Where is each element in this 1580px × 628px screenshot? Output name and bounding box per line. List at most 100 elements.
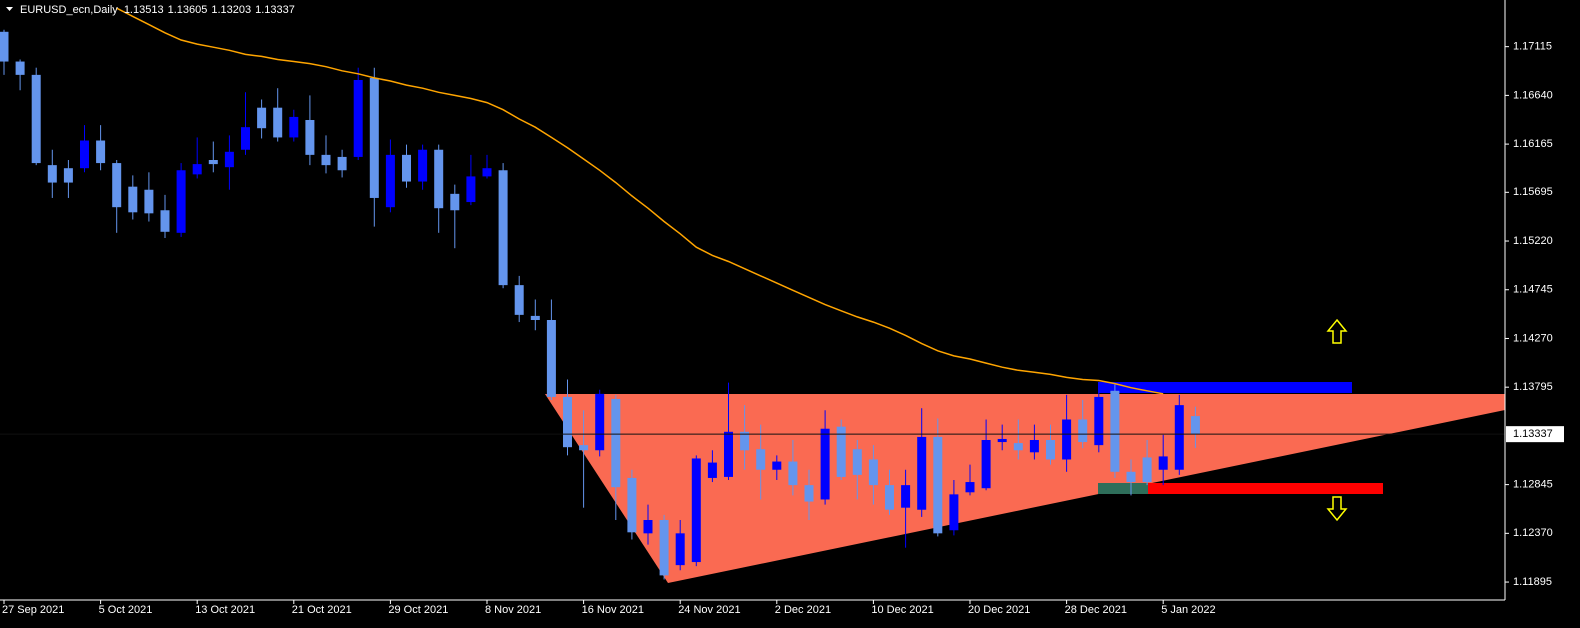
y-tick-label: 1.16165 [1513,138,1553,150]
x-tick-label: 5 Jan 2022 [1161,604,1215,616]
candle-body [1190,416,1200,435]
candle-body [241,127,250,150]
candle-body [418,149,428,182]
plot [0,7,1505,580]
candle-body [949,494,959,531]
candle-body [707,462,717,478]
x-tick-label: 21 Oct 2021 [292,604,352,616]
y-tick-label: 1.11895 [1513,576,1552,588]
candle-body [80,140,89,169]
triangle-pattern [545,394,1505,583]
candle-body [208,160,218,165]
candle-body [836,426,846,477]
y-tick-label: 1.15695 [1513,186,1553,198]
candle-body [868,459,878,486]
resistance-zone [1098,382,1352,393]
candle-body [1174,405,1184,470]
candle-body [224,151,234,168]
candle-body [514,285,524,315]
candle-body [434,149,444,209]
candle-body [997,438,1007,443]
header: EURUSD_ecn,Daily 1.13513 1.13605 1.13203 1.1… [20,4,295,16]
y-tick-label: 1.17115 [1513,41,1552,53]
candle-body [112,163,122,208]
candle-body [498,170,508,286]
candle-body [852,449,862,475]
candle-body [369,77,379,198]
x-tick-label: 29 Oct 2021 [388,604,448,616]
candle-body [176,170,186,233]
candle-body [740,431,750,451]
candle-body [530,315,540,320]
candle-body [756,449,766,470]
candle-body [482,168,492,177]
candle-body [402,154,411,182]
candle-body [321,154,331,166]
candle-body [450,193,460,211]
arrow-up [1326,318,1348,344]
symbol: EURUSD_ecn,Daily [20,4,118,16]
x-tick-label: 8 Nov 2021 [485,604,541,616]
close-value: 1.13337 [255,4,295,16]
y-tick-label: 1.12845 [1513,479,1553,491]
candle-body [192,164,202,175]
candle-body [257,107,267,129]
y-tick-label: 1.14745 [1513,284,1553,296]
menu-triangle[interactable] [6,7,13,11]
support-zone-overlap [1098,483,1148,494]
candle-body [1029,440,1039,453]
candle-body [643,520,653,534]
candle-body [273,107,283,138]
drawn-objects [545,318,1505,583]
candle-body [917,436,927,510]
candle-body [563,396,572,448]
candle-body [885,485,894,510]
candle-body [128,186,138,213]
x-tick-label: 20 Dec 2021 [968,604,1030,616]
candle-body [47,165,57,183]
candle-body [965,482,975,493]
candle-body [96,140,106,164]
x-tick-label: 27 Sep 2021 [2,604,64,616]
candle-body [788,461,798,486]
y-tick-label: 1.16640 [1513,89,1553,101]
candle-body [691,458,701,563]
x-tick-label: 2 Dec 2021 [775,604,831,616]
candle-body [1110,390,1120,472]
arrow-down [1326,496,1348,522]
candle-body [1126,471,1136,483]
candle-body [1158,456,1168,470]
y-tick-label: 1.15220 [1513,235,1553,247]
candle-body [579,445,589,451]
candle-body [31,74,41,164]
high-value: 1.13605 [168,4,208,16]
x-tick-label: 24 Nov 2021 [678,604,740,616]
candle-body [981,440,991,489]
x-tick-label: 16 Nov 2021 [582,604,644,616]
support-zone [1148,483,1383,494]
y-tick-label: 1.14270 [1513,332,1553,344]
y-tick-label: 1.13795 [1513,381,1553,393]
candle-body [0,31,9,62]
x-tick-label: 5 Oct 2021 [99,604,153,616]
candle-body [595,393,605,451]
candle-body [820,428,830,500]
candle-body [305,120,315,155]
candle-body [144,189,154,214]
x-tick-label: 10 Dec 2021 [871,604,933,616]
candle-body [627,477,637,533]
x-tick-label: 28 Dec 2021 [1065,604,1127,616]
candle-body [1062,419,1072,460]
candle-body [1078,419,1088,443]
candle-body [1142,457,1152,483]
candle-body [546,320,556,397]
last-price-label: 1.13337 [1513,428,1553,440]
candle-body [1013,443,1023,451]
candle-body [337,156,347,171]
candle-body [724,431,733,477]
candle-body [1046,440,1055,460]
candle-body [901,485,911,508]
candle-body [772,461,782,470]
moving-average [116,7,1164,395]
